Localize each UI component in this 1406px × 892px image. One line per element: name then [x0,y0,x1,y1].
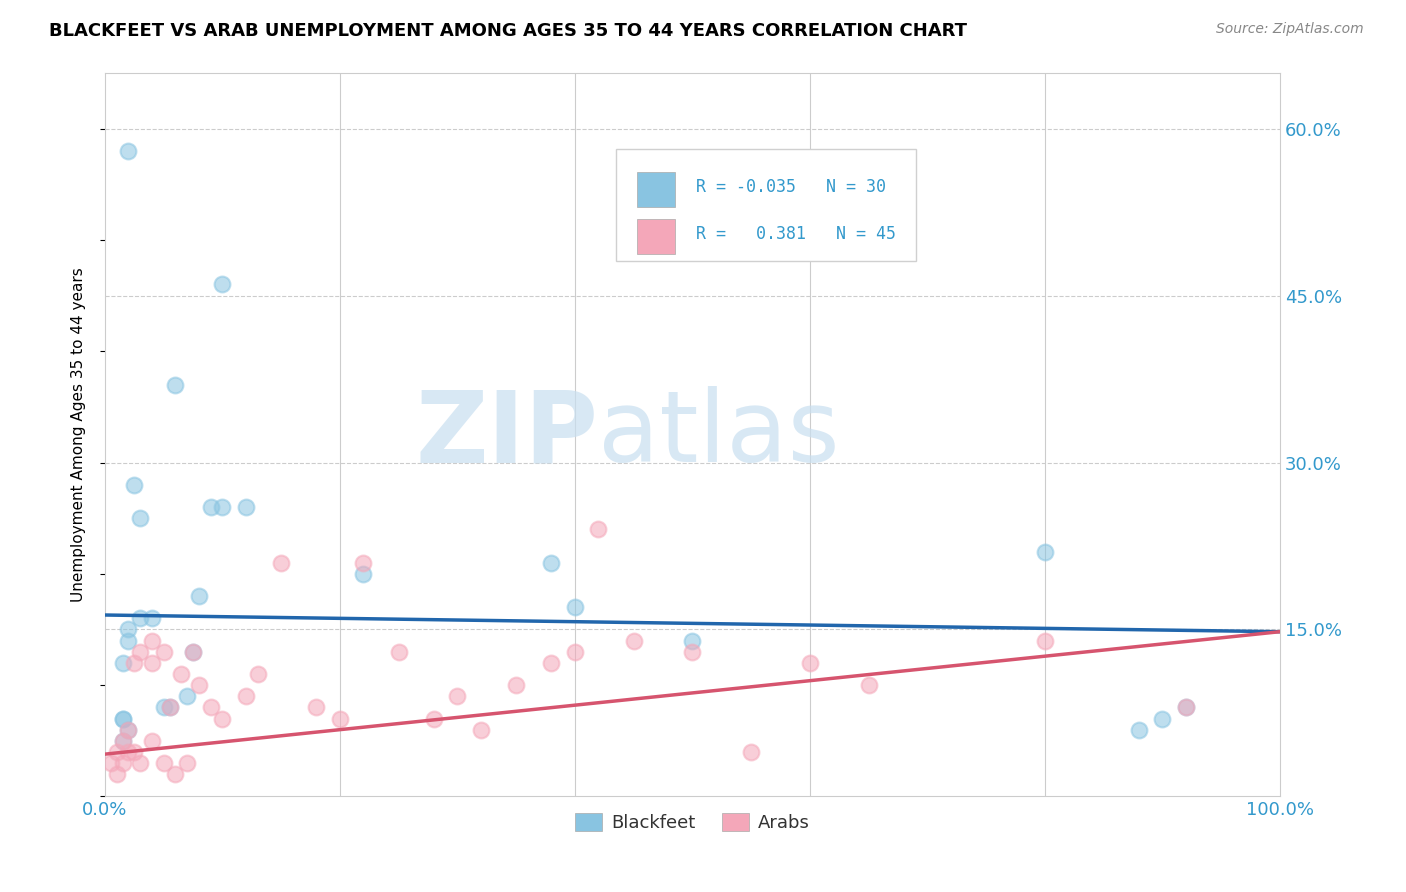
Point [388,645,411,659]
Point [681,633,703,648]
Point [588,522,610,536]
Text: R = -0.035   N = 30: R = -0.035 N = 30 [696,178,886,195]
Point [681,645,703,659]
Point [141,633,163,648]
Point [111,712,134,726]
Point [117,723,139,737]
Point [117,745,139,759]
Point [181,645,204,659]
Point [446,690,468,704]
Y-axis label: Unemployment Among Ages 35 to 44 years: Unemployment Among Ages 35 to 44 years [72,268,86,602]
Point [100,756,122,770]
Point [159,700,181,714]
Point [170,667,193,681]
Point [623,633,645,648]
Point [211,712,233,726]
Point [352,566,374,581]
Point [159,700,181,714]
Point [176,756,198,770]
Point [188,589,211,603]
Point [270,556,292,570]
Point [129,611,152,625]
Point [165,377,187,392]
Bar [637,219,675,254]
Text: atlas: atlas [599,386,839,483]
Point [111,733,134,747]
Point [1033,633,1056,648]
Point [858,678,880,692]
Point [129,511,152,525]
Point [129,756,152,770]
Point [799,656,821,670]
Point [152,645,174,659]
Point [124,745,146,759]
Point [176,690,198,704]
Point [117,633,139,648]
Point [141,656,163,670]
Point [152,756,174,770]
Point [1174,700,1197,714]
Point [235,690,257,704]
Point [211,500,233,514]
Point [1174,700,1197,714]
Point [235,500,257,514]
Point [129,645,152,659]
Point [141,733,163,747]
Point [152,700,174,714]
Text: R =   0.381   N = 45: R = 0.381 N = 45 [696,225,896,243]
Point [505,678,527,692]
Point [117,723,139,737]
Point [540,556,562,570]
Point [329,712,352,726]
Point [564,600,586,615]
Point [1033,544,1056,558]
Point [188,678,211,692]
Point [111,733,134,747]
Point [211,277,233,292]
Point [1128,723,1150,737]
Point [111,656,134,670]
Point [165,767,187,781]
Point [564,645,586,659]
Point [141,611,163,625]
Point [246,667,269,681]
Point [181,645,204,659]
Point [124,656,146,670]
Point [117,144,139,158]
Point [470,723,492,737]
Point [200,500,222,514]
Point [111,756,134,770]
Point [423,712,446,726]
Point [540,656,562,670]
Point [105,767,128,781]
FancyBboxPatch shape [616,149,915,261]
Bar [637,172,675,207]
Text: ZIP: ZIP [416,386,599,483]
Point [111,712,134,726]
Text: Source: ZipAtlas.com: Source: ZipAtlas.com [1216,22,1364,37]
Point [352,556,374,570]
Point [1152,712,1174,726]
Point [124,477,146,491]
Point [200,700,222,714]
Legend: Blackfeet, Arabs: Blackfeet, Arabs [568,805,817,839]
Point [305,700,328,714]
Point [740,745,762,759]
Point [105,745,128,759]
Text: BLACKFEET VS ARAB UNEMPLOYMENT AMONG AGES 35 TO 44 YEARS CORRELATION CHART: BLACKFEET VS ARAB UNEMPLOYMENT AMONG AGE… [49,22,967,40]
Point [117,623,139,637]
